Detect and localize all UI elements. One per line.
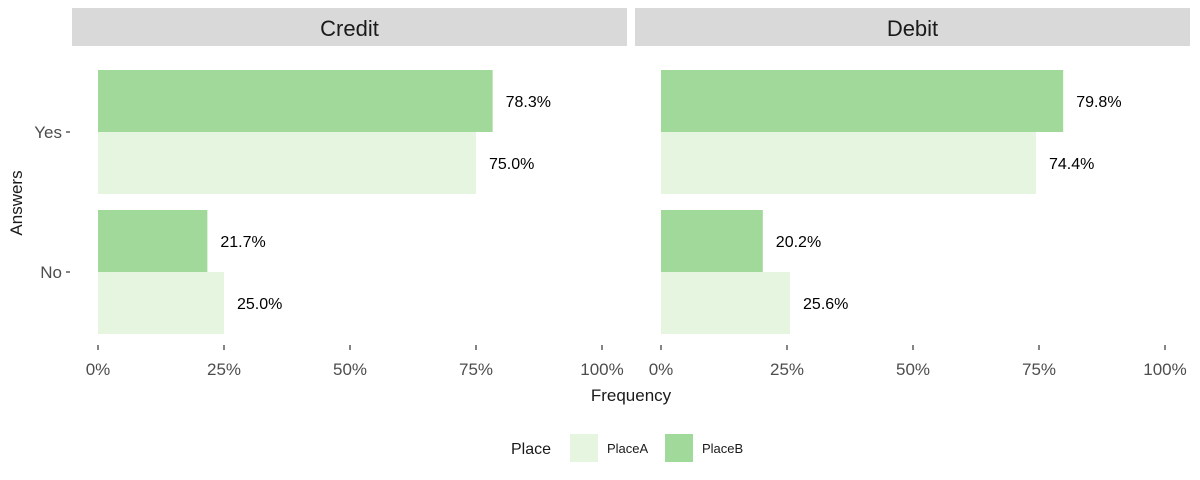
x-tick-label-credit-50: 50% [333,360,367,379]
legend-key-placeb [665,434,693,462]
bar-debit-yes-placeb [661,70,1063,132]
y-tick-label-no: No [40,263,62,282]
x-tick-label-credit-0: 0% [86,360,111,379]
data-label-credit-yes-placea: 75.0% [489,156,534,173]
data-label-debit-yes-placea: 74.4% [1049,156,1094,173]
bar-credit-no-placeb [98,210,207,272]
legend-label-placeb: PlaceB [702,441,743,456]
x-tick-label-debit-50: 50% [896,360,930,379]
data-label-debit-no-placeb: 20.2% [776,234,821,251]
facet-title-debit: Debit [887,16,938,41]
facet-title-credit: Credit [320,16,379,41]
data-label-debit-no-placea: 25.6% [803,296,848,313]
data-label-credit-no-placea: 25.0% [237,296,282,313]
legend-key-placea [570,434,598,462]
x-tick-label-debit-0: 0% [649,360,674,379]
bar-debit-no-placeb [661,210,763,272]
x-axis-title: Frequency [591,386,672,405]
x-tick-label-credit-25: 25% [207,360,241,379]
bar-credit-yes-placea [98,132,476,194]
x-tick-label-credit-100: 100% [580,360,623,379]
legend-label-placea: PlaceA [607,441,649,456]
bar-debit-yes-placea [661,132,1036,194]
x-tick-label-debit-100: 100% [1143,360,1186,379]
bar-credit-yes-placeb [98,70,493,132]
data-label-debit-yes-placeb: 79.8% [1076,94,1121,111]
x-tick-label-debit-25: 25% [770,360,804,379]
bar-debit-no-placea [661,272,790,334]
x-tick-label-credit-75: 75% [459,360,493,379]
data-label-credit-yes-placeb: 78.3% [506,94,551,111]
x-tick-label-debit-75: 75% [1022,360,1056,379]
y-tick-label-yes: Yes [34,123,62,142]
legend-title: Place [511,441,551,458]
y-axis-title: Answers [7,170,26,235]
data-label-credit-no-placeb: 21.7% [220,234,265,251]
bar-credit-no-placea [98,272,224,334]
